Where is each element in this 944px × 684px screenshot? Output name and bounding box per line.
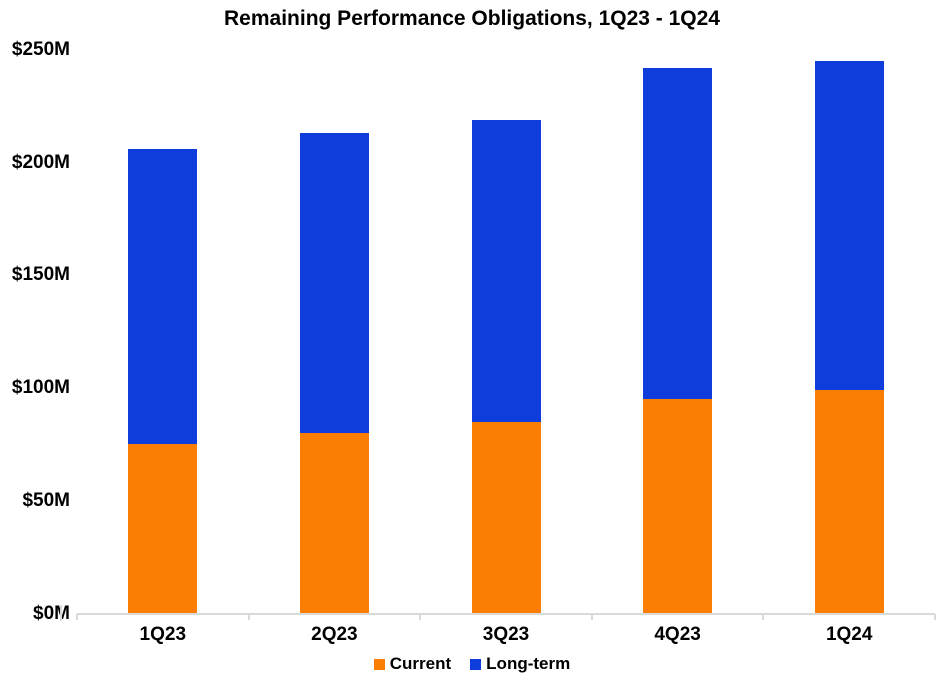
y-axis-tick-label: $250M xyxy=(11,39,70,60)
bar-segment-current-2q23 xyxy=(299,433,369,614)
x-axis-tick-label: 1Q24 xyxy=(825,624,873,645)
legend-swatch-icon xyxy=(373,658,385,670)
bar-segment-current-4q23 xyxy=(643,399,713,614)
legend-item-long-term: Long-term xyxy=(470,654,570,674)
x-axis-tick xyxy=(590,613,593,620)
x-axis-tick xyxy=(76,613,78,620)
y-axis-tick-label: $150M xyxy=(11,264,70,286)
x-axis-tick-label: 3Q23 xyxy=(482,624,530,645)
bar-segment-current-1q23 xyxy=(128,444,198,614)
x-axis-tick xyxy=(247,613,250,620)
x-axis-line xyxy=(77,612,935,615)
x-axis-tick xyxy=(934,613,936,620)
legend-swatch-icon xyxy=(470,658,482,670)
x-axis-tick-label: 4Q23 xyxy=(654,624,701,645)
bar-segment-longterm-3q23 xyxy=(471,119,541,422)
y-axis-tick xyxy=(60,605,62,621)
bar-segment-longterm-1q23 xyxy=(128,149,198,445)
chart-title: Remaining Performance Obligations, 1Q23 … xyxy=(224,7,720,30)
bar-segment-longterm-4q23 xyxy=(643,68,713,400)
legend: Current Long-term xyxy=(0,654,944,674)
bar-segment-current-1q24 xyxy=(814,390,884,614)
legend-item-current: Current xyxy=(373,654,452,674)
x-axis-tick-label: 1Q23 xyxy=(139,624,187,645)
y-axis-tick-label: $50M xyxy=(22,489,70,511)
x-axis-tick-label: 2Q23 xyxy=(311,624,358,645)
legend-label: Long-term xyxy=(486,654,571,673)
x-axis-tick xyxy=(419,613,422,620)
y-axis-tick-label: $100M xyxy=(11,377,70,399)
bar-segment-current-3q23 xyxy=(471,421,541,614)
legend-label: Current xyxy=(389,654,452,673)
bar-segment-longterm-2q23 xyxy=(299,133,369,434)
bar-segment-longterm-1q24 xyxy=(814,61,884,391)
x-axis-tick xyxy=(762,613,765,620)
y-axis-tick-label: $200M xyxy=(11,151,70,173)
